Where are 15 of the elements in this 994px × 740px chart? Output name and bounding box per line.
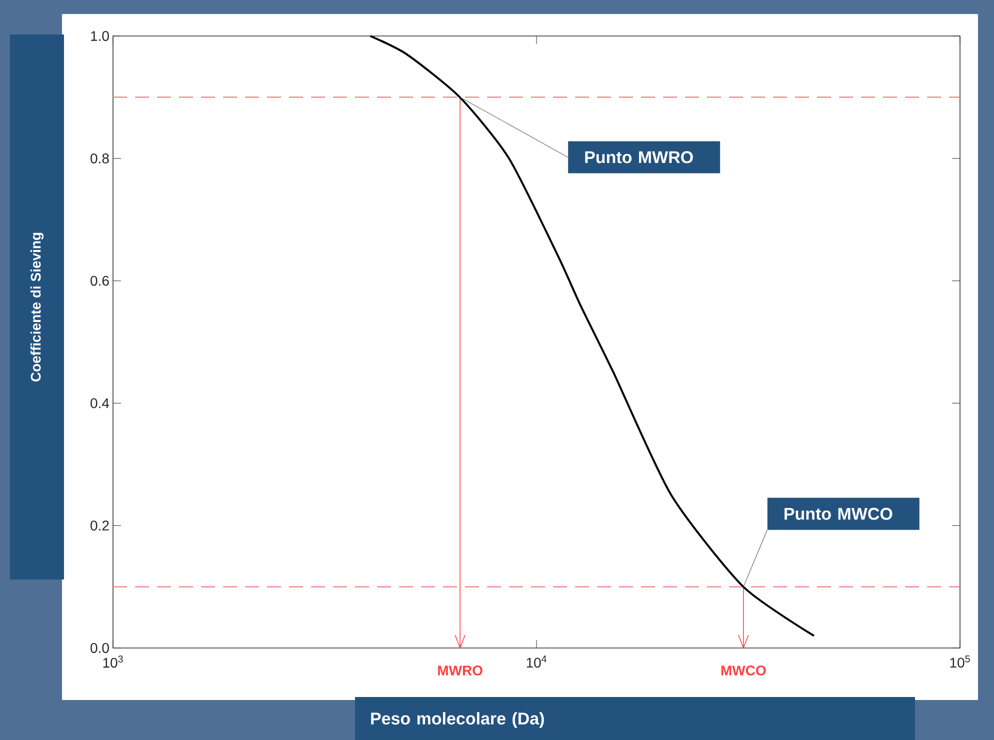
y-tick-label: 1.0 [91, 31, 109, 41]
x-tick-label: 10$^{3}$ [103, 656, 123, 668]
annotation: Punto MWCO [784, 508, 892, 520]
y-tick-label: 0.8 [90, 153, 109, 164]
y-tick-label: 0.6 [90, 276, 109, 286]
x-tick-label: 10$^{5}$ [950, 656, 970, 668]
x-tick-label: 10$^{4}$ [526, 656, 546, 668]
y-tick-label: 0.2 [90, 520, 109, 531]
y-axis-title: Coefficiente di Sieving [30, 232, 44, 382]
ref-line-label: MWRO [438, 666, 482, 676]
y-tick-label: 0.4 [90, 398, 110, 408]
annotation: Punto MWRO [585, 151, 693, 164]
x-axis-title: Peso molecolare (Da) [371, 712, 544, 728]
y-tick-label: 0.0 [90, 643, 109, 653]
ref-line-label: MWCO [721, 666, 766, 676]
